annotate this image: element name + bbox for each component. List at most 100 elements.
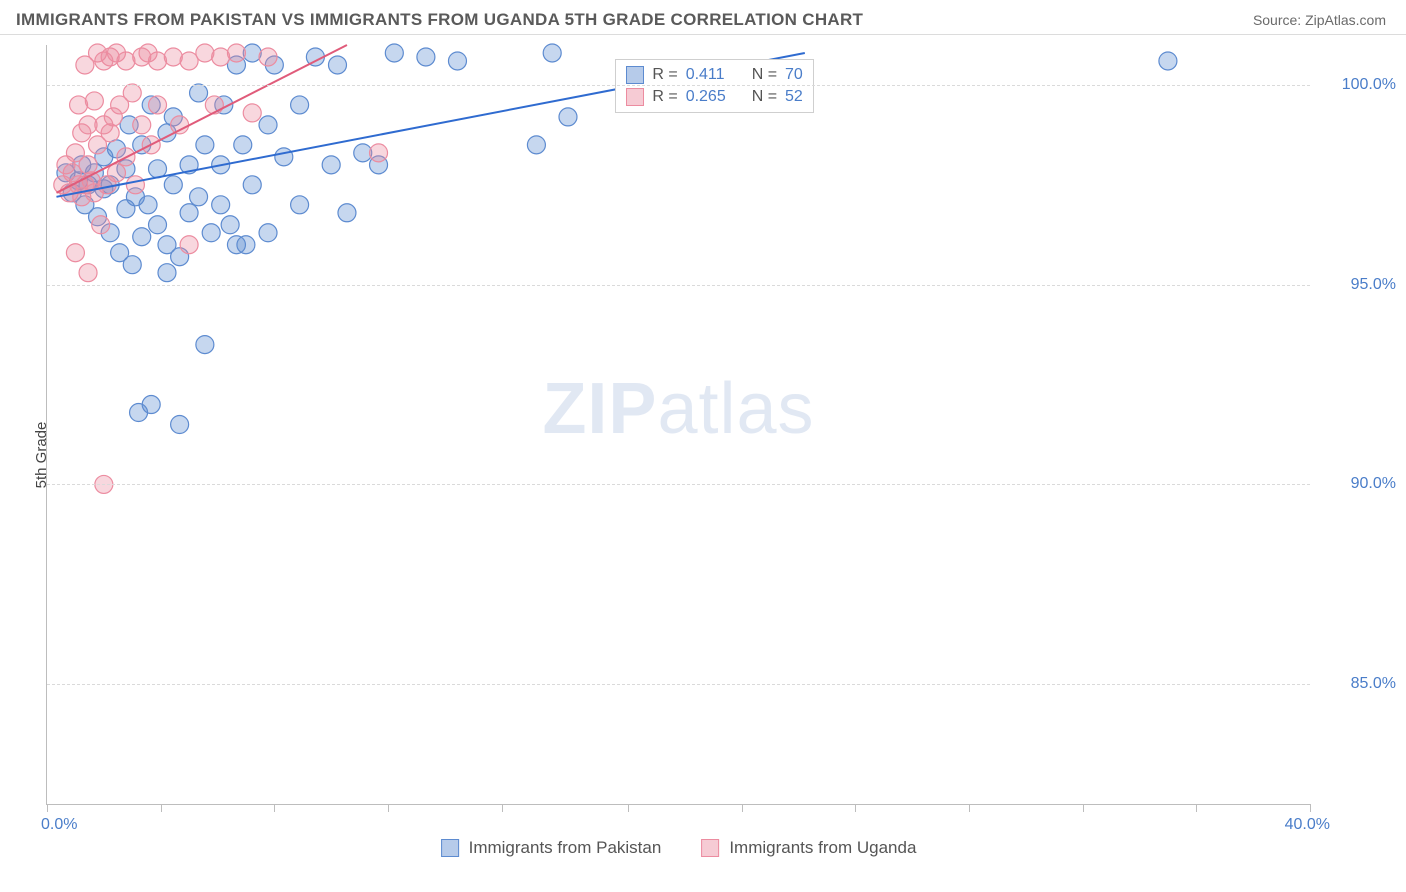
data-point [92,216,110,234]
data-point [291,96,309,114]
swatch-blue-icon [441,839,459,857]
data-point [212,48,230,66]
data-point [259,224,277,242]
x-tick [628,804,629,812]
y-tick-label: 95.0% [1316,276,1396,294]
r-value-uganda: 0.265 [686,88,744,106]
swatch-pink-icon [701,839,719,857]
y-tick-label: 85.0% [1316,675,1396,693]
data-point [212,196,230,214]
r-label: R = [652,88,677,106]
data-point [180,52,198,70]
data-point [370,144,388,162]
data-point [79,156,97,174]
data-point [149,160,167,178]
y-tick-label: 90.0% [1316,475,1396,493]
data-point [1159,52,1177,70]
legend-row-uganda: R = 0.265 N = 52 [626,86,802,108]
data-point [190,84,208,102]
data-point [417,48,435,66]
chart-title: IMMIGRANTS FROM PAKISTAN VS IMMIGRANTS F… [16,10,863,30]
n-label: N = [752,66,777,84]
swatch-blue-icon [626,66,644,84]
scatter-svg [47,45,1310,804]
data-point [196,136,214,154]
x-tick [1083,804,1084,812]
data-point [227,44,245,62]
data-point [126,176,144,194]
data-point [205,96,223,114]
data-point [237,236,255,254]
data-point [158,264,176,282]
chart-area: 5th Grade ZIPatlas R = 0.411 N = 70 R = … [0,35,1406,875]
data-point [259,116,277,134]
data-point [196,44,214,62]
data-point [559,108,577,126]
data-point [123,84,141,102]
swatch-pink-icon [626,88,644,106]
data-point [66,244,84,262]
data-point [221,216,239,234]
data-point [338,204,356,222]
gridline [47,484,1310,485]
data-point [234,136,252,154]
data-point [527,136,545,154]
legend-item-pakistan: Immigrants from Pakistan [441,838,662,858]
data-point [196,336,214,354]
data-point [180,204,198,222]
data-point [448,52,466,70]
x-axis-end-label: 40.0% [1285,816,1330,834]
legend-row-pakistan: R = 0.411 N = 70 [626,64,802,86]
n-label: N = [752,88,777,106]
y-tick-label: 100.0% [1316,76,1396,94]
data-point [202,224,220,242]
data-point [149,216,167,234]
data-point [171,416,189,434]
title-bar: IMMIGRANTS FROM PAKISTAN VS IMMIGRANTS F… [0,0,1406,35]
x-tick [274,804,275,812]
series-legend: Immigrants from Pakistan Immigrants from… [441,838,917,858]
data-point [117,52,135,70]
gridline [47,684,1310,685]
source-attribution: Source: ZipAtlas.com [1253,12,1386,28]
gridline [47,285,1310,286]
data-point [85,92,103,110]
data-point [190,188,208,206]
n-value-uganda: 52 [785,88,803,106]
data-point [164,48,182,66]
x-tick [1196,804,1197,812]
data-point [243,104,261,122]
plot-region: ZIPatlas R = 0.411 N = 70 R = 0.265 N = … [46,45,1310,805]
x-tick [1310,804,1311,812]
x-tick [502,804,503,812]
data-point [259,48,277,66]
data-point [322,156,340,174]
data-point [123,256,141,274]
x-axis-start-label: 0.0% [41,816,77,834]
data-point [291,196,309,214]
data-point [149,52,167,70]
legend-item-uganda: Immigrants from Uganda [701,838,916,858]
data-point [543,44,561,62]
legend-label-uganda: Immigrants from Uganda [729,838,916,858]
x-tick [855,804,856,812]
data-point [149,96,167,114]
r-value-pakistan: 0.411 [686,66,744,84]
data-point [142,396,160,414]
x-tick [969,804,970,812]
gridline [47,85,1310,86]
correlation-legend: R = 0.411 N = 70 R = 0.265 N = 52 [615,59,813,113]
x-tick [388,804,389,812]
data-point [139,196,157,214]
n-value-pakistan: 70 [785,66,803,84]
x-tick [161,804,162,812]
r-label: R = [652,66,677,84]
data-point [79,264,97,282]
data-point [180,236,198,254]
data-point [101,124,119,142]
data-point [70,96,88,114]
data-point [164,176,182,194]
data-point [385,44,403,62]
legend-label-pakistan: Immigrants from Pakistan [469,838,662,858]
x-tick [47,804,48,812]
